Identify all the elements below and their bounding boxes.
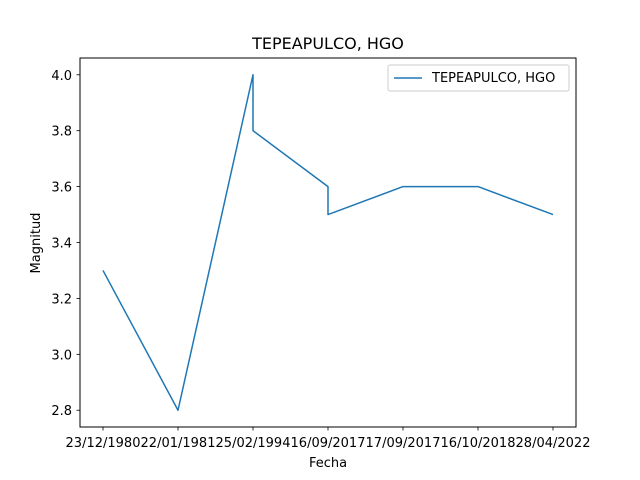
legend-box [387, 64, 570, 92]
plot-area [79, 57, 577, 428]
x-tick-label: 23/12/1980 [66, 436, 141, 451]
y-axis: 2.8 3.0 3.2 3.4 3.6 3.8 4.0 [51, 69, 80, 419]
x-tick-label: 25/02/1994 [216, 436, 291, 451]
x-tick-label: 22/01/1981 [141, 436, 216, 451]
x-tick-label: 17/09/2017 [366, 436, 441, 451]
legend-entry-label: TEPEAPULCO, HGO [431, 71, 555, 86]
x-axis-label: Fecha [309, 456, 347, 471]
y-tick-label: 2.8 [51, 404, 72, 419]
legend: TEPEAPULCO, HGO [387, 64, 570, 92]
y-tick-label: 4.0 [51, 69, 72, 84]
y-tick-label: 3.0 [51, 348, 72, 363]
x-tick-label: 16/10/2018 [441, 436, 516, 451]
y-tick-label: 3.8 [51, 125, 72, 140]
y-tick-label: 3.6 [51, 181, 72, 196]
series-line-tepeapulco [102, 74, 554, 411]
x-tick-label: 28/04/2022 [516, 436, 591, 451]
x-tick-label: 16/09/2017 [291, 436, 366, 451]
y-tick-label: 3.4 [51, 237, 72, 252]
y-tick-label: 3.2 [51, 292, 72, 307]
x-axis: 23/12/1980 22/01/1981 25/02/1994 16/09/2017… [66, 427, 591, 451]
plot-frame [79, 57, 577, 428]
chart-title: TEPEAPULCO, HGO [251, 34, 404, 53]
y-axis-label: Magnitud [29, 213, 44, 274]
